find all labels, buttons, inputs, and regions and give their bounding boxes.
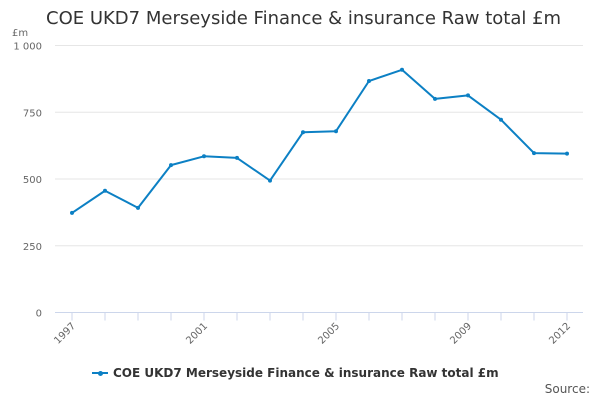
data-point <box>169 163 173 168</box>
source-label: Source: <box>544 382 590 396</box>
y-tick-label: 250 <box>23 242 42 253</box>
data-point <box>565 151 569 156</box>
data-point <box>400 67 404 72</box>
data-point <box>367 79 371 84</box>
data-point <box>466 93 470 98</box>
x-tick-label: 2012 <box>547 321 573 347</box>
chart-title: COE UKD7 Merseyside Finance & insurance … <box>46 8 562 29</box>
x-tick-label: 2009 <box>448 321 474 347</box>
data-point <box>532 151 536 156</box>
y-tick-label: 1 000 <box>13 42 42 53</box>
data-point <box>334 129 338 134</box>
x-tick-label: 2005 <box>316 321 342 347</box>
x-tick-label: 1997 <box>52 321 78 347</box>
x-tick-label: 2001 <box>184 321 210 347</box>
data-point <box>136 205 140 210</box>
series-line <box>71 68 568 214</box>
y-tick-label: 0 <box>36 309 42 320</box>
legend-label: COE UKD7 Merseyside Finance & insurance … <box>113 366 499 380</box>
y-tick-label: 500 <box>23 175 42 186</box>
data-point <box>433 96 437 101</box>
data-point <box>499 117 503 122</box>
data-point <box>235 155 239 160</box>
data-point <box>301 130 305 135</box>
data-point <box>268 178 272 183</box>
legend-line-icon <box>92 370 108 376</box>
data-point <box>103 188 107 193</box>
y-tick-label: 750 <box>23 108 42 119</box>
legend-item[interactable]: COE UKD7 Merseyside Finance & insurance … <box>92 366 499 380</box>
data-point <box>70 210 74 215</box>
y-axis-label: £m <box>12 28 28 39</box>
data-point <box>202 154 206 159</box>
